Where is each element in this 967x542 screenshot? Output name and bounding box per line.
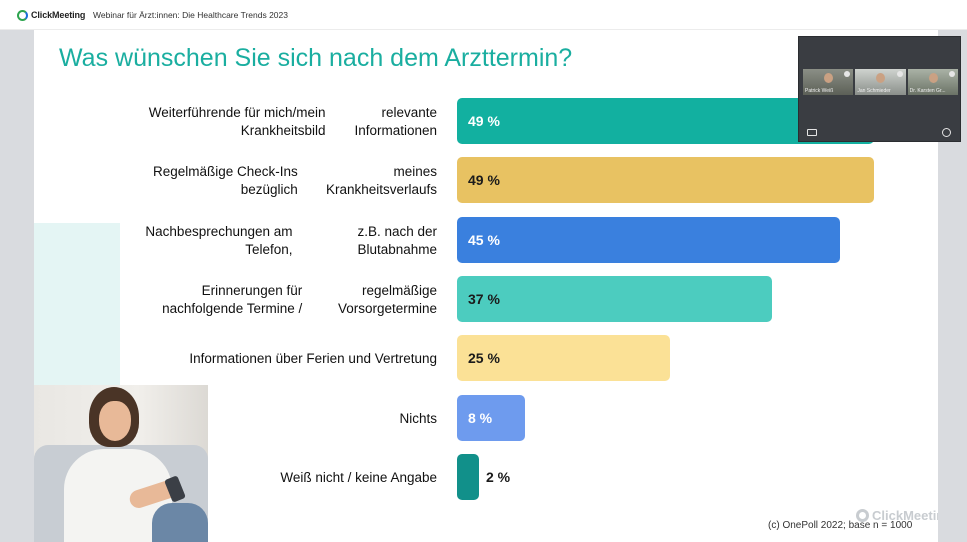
participant-video[interactable]: Jan Schmieder bbox=[855, 69, 906, 95]
bar-value-label: 49 % bbox=[468, 172, 500, 188]
category-label-line: z.B. nach der Blutabnahme bbox=[357, 224, 437, 257]
chart-row: Nichts 8 % bbox=[34, 395, 938, 443]
category-label-line: Weiterführende für mich/mein Krankheitsb… bbox=[148, 105, 326, 138]
logo-icon bbox=[17, 9, 28, 21]
bar: 49 % bbox=[457, 157, 874, 203]
bar-value-label: 8 % bbox=[468, 410, 493, 426]
category-label: Nichts bbox=[117, 395, 437, 443]
chat-icon[interactable] bbox=[942, 128, 951, 137]
bar-value-label: 25 % bbox=[468, 350, 500, 366]
category-label: Nachbesprechungen am Telefon, z.B. nach d… bbox=[117, 217, 437, 265]
bar-value-label: 37 % bbox=[468, 291, 500, 307]
mic-icon bbox=[896, 71, 903, 77]
clickmeeting-watermark: ClickMeeting bbox=[856, 508, 938, 523]
presentation-slide: Was wünschen Sie sich nach dem Arzttermi… bbox=[34, 30, 938, 542]
chart-row: Informationen über Ferien und Vertretung… bbox=[34, 335, 938, 383]
category-label: Weiß nicht / keine Angabe bbox=[117, 454, 437, 502]
webinar-title: Webinar für Ärzt:innen: Die Healthcare T… bbox=[93, 10, 288, 20]
participant-name: Dr. Karsten Gr... bbox=[909, 88, 946, 94]
category-label-line: Erinnerungen für nachfolgende Termine / bbox=[162, 283, 303, 316]
chart-row: Regelmäßige Check-Ins bezüglich meines Kr… bbox=[34, 157, 938, 205]
category-label-line: regelmäßige Vorsorgetermine bbox=[337, 283, 437, 316]
category-label-line: relevante Informationen bbox=[354, 105, 437, 138]
bar-value-label: 49 % bbox=[468, 113, 500, 129]
camera-icon[interactable] bbox=[807, 129, 817, 136]
participant-name: Jan Schmieder bbox=[857, 88, 891, 94]
bar: 37 % bbox=[457, 276, 772, 322]
category-label-line: Regelmäßige Check-Ins bezüglich bbox=[152, 164, 298, 197]
category-label-line: meines Krankheitsverlaufs bbox=[325, 164, 437, 197]
category-label-line: Informationen über Ferien und Vertretung bbox=[189, 351, 437, 366]
category-label-line: Nichts bbox=[399, 411, 437, 426]
bar: 25 % bbox=[457, 335, 670, 381]
category-label: Erinnerungen für nachfolgende Termine / r… bbox=[117, 276, 437, 324]
clickmeeting-logo[interactable]: ClickMeeting bbox=[17, 8, 85, 22]
category-label-line: Nachbesprechungen am Telefon, bbox=[145, 224, 293, 257]
chart-row: Nachbesprechungen am Telefon, z.B. nach d… bbox=[34, 217, 938, 265]
participant-strip: Patrick Weiß Jan Schmieder Dr. Karsten G… bbox=[803, 69, 958, 95]
mic-icon bbox=[844, 71, 851, 77]
category-label-line: Weiß nicht / keine Angabe bbox=[280, 470, 437, 485]
logo-text: ClickMeeting bbox=[31, 10, 86, 20]
category-label: Weiterführende für mich/mein Krankheitsb… bbox=[117, 98, 437, 146]
watermark-icon bbox=[856, 509, 869, 522]
bar: 2 % bbox=[457, 454, 510, 500]
participant-video[interactable]: Patrick Weiß bbox=[803, 69, 854, 95]
source-footnote: (c) OnePoll 2022; base n = 1000 bbox=[768, 520, 913, 531]
category-label: Informationen über Ferien und Vertretung bbox=[117, 335, 437, 383]
watermark-text: ClickMeeting bbox=[872, 508, 938, 523]
slide-title: Was wünschen Sie sich nach dem Arzttermi… bbox=[59, 44, 573, 72]
woman-with-phone-photo bbox=[34, 385, 208, 542]
mic-icon bbox=[948, 71, 955, 77]
bar: 45 % bbox=[457, 217, 840, 263]
video-panel[interactable]: Patrick Weiß Jan Schmieder Dr. Karsten G… bbox=[798, 36, 961, 142]
chart-row: Weiß nicht / keine Angabe 2 % bbox=[34, 454, 938, 502]
top-bar: ClickMeeting Webinar für Ärzt:innen: Die… bbox=[0, 0, 967, 30]
category-label: Regelmäßige Check-Ins bezüglich meines Kr… bbox=[117, 157, 437, 205]
chart-row: Erinnerungen für nachfolgende Termine / r… bbox=[34, 276, 938, 324]
decorative-block bbox=[34, 223, 120, 385]
bar-value-label: 2 % bbox=[486, 469, 511, 485]
bar: 8 % bbox=[457, 395, 525, 441]
bar-value-label: 45 % bbox=[468, 232, 500, 248]
participant-name: Patrick Weiß bbox=[805, 88, 834, 94]
participant-video[interactable]: Dr. Karsten Gr... bbox=[907, 69, 958, 95]
